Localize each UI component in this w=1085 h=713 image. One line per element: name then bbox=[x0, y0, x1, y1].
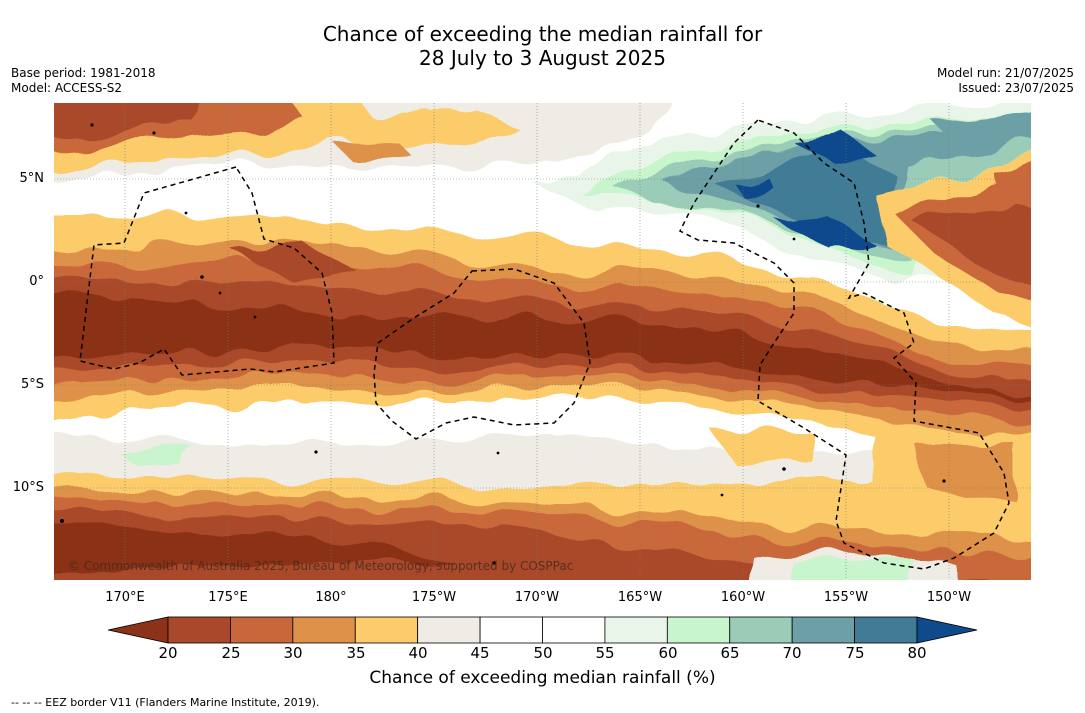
lon-label-165w: 165°W bbox=[617, 590, 663, 605]
lat-label-5n: 5°N bbox=[19, 171, 45, 186]
colorbar-tick-65: 65 bbox=[720, 644, 740, 662]
model-name: Model: ACCESS-S2 bbox=[11, 81, 123, 95]
lon-label-150w: 150°W bbox=[926, 590, 972, 605]
lon-label-155w: 155°W bbox=[823, 590, 869, 605]
model-run: Model run: 21/07/2025 bbox=[936, 66, 1074, 80]
colorbar-tick-70: 70 bbox=[782, 644, 802, 662]
colorbar-tick-75: 75 bbox=[845, 644, 865, 662]
colorbar-cell bbox=[729, 616, 793, 644]
colorbar-cell bbox=[479, 616, 543, 644]
colorbar-over-arrow bbox=[916, 616, 978, 644]
issued-date: Issued: 23/07/2025 bbox=[958, 81, 1074, 95]
colorbar-tick-40: 40 bbox=[408, 644, 428, 662]
colorbar-tick-45: 45 bbox=[470, 644, 490, 662]
colorbar-cell bbox=[542, 616, 606, 644]
colorbar bbox=[108, 616, 978, 644]
colorbar-cell bbox=[791, 616, 855, 644]
colorbar-under-arrow bbox=[108, 616, 169, 644]
lon-label-160w: 160°W bbox=[720, 590, 766, 605]
map-svg bbox=[54, 103, 1031, 580]
lon-label-170w: 170°W bbox=[514, 590, 560, 605]
colorbar-cell bbox=[292, 616, 356, 644]
lat-label-10s: 10°S bbox=[12, 480, 44, 495]
map-title: Chance of exceeding the median rainfall … bbox=[0, 22, 1085, 70]
colorbar-cell bbox=[604, 616, 668, 644]
title-line-2: 28 July to 3 August 2025 bbox=[419, 46, 666, 70]
colorbar-label: Chance of exceeding median rainfall (%) bbox=[369, 668, 716, 688]
title-line-1: Chance of exceeding the median rainfall … bbox=[322, 22, 763, 46]
colorbar-tick-50: 50 bbox=[533, 644, 553, 662]
colorbar-cell bbox=[354, 616, 419, 644]
lat-label-5s: 5°S bbox=[20, 377, 44, 392]
lon-label-175w: 175°W bbox=[411, 590, 457, 605]
graticule bbox=[54, 103, 1031, 580]
colorbar-cell bbox=[417, 616, 481, 644]
colorbar-tick-80: 80 bbox=[907, 644, 927, 662]
colorbar-cell bbox=[854, 616, 918, 644]
lon-label-175e: 175°E bbox=[208, 590, 248, 605]
islands bbox=[60, 123, 946, 565]
lon-label-170e: 170°E bbox=[105, 590, 145, 605]
colorbar-cell bbox=[666, 616, 731, 644]
colorbar-tick-55: 55 bbox=[595, 644, 615, 662]
colorbar-cell bbox=[167, 616, 231, 644]
meta-right: Model run: 21/07/2025 Issued: 23/07/2025 bbox=[937, 66, 1074, 96]
colorbar-cells bbox=[108, 616, 978, 644]
lat-label-0: 0° bbox=[29, 274, 44, 289]
copyright-notice: © Commonwealth of Australia 2025, Bureau… bbox=[68, 559, 574, 573]
rainfall-map bbox=[54, 103, 1031, 580]
eez-borders bbox=[79, 119, 1010, 570]
base-period: Base period: 1981-2018 bbox=[11, 66, 156, 80]
colorbar-tick-35: 35 bbox=[346, 644, 366, 662]
colorbar-tick-25: 25 bbox=[221, 644, 241, 662]
lon-label-180: 180° bbox=[315, 590, 347, 605]
colorbar-tick-60: 60 bbox=[658, 644, 678, 662]
probability-field bbox=[54, 103, 1031, 580]
eez-footnote: -- -- -- EEZ border V11 (Flanders Marine… bbox=[11, 696, 320, 709]
colorbar-tick-20: 20 bbox=[158, 644, 178, 662]
colorbar-cell bbox=[230, 616, 294, 644]
meta-left: Base period: 1981-2018 Model: ACCESS-S2 bbox=[11, 66, 156, 96]
colorbar-tick-30: 30 bbox=[283, 644, 303, 662]
